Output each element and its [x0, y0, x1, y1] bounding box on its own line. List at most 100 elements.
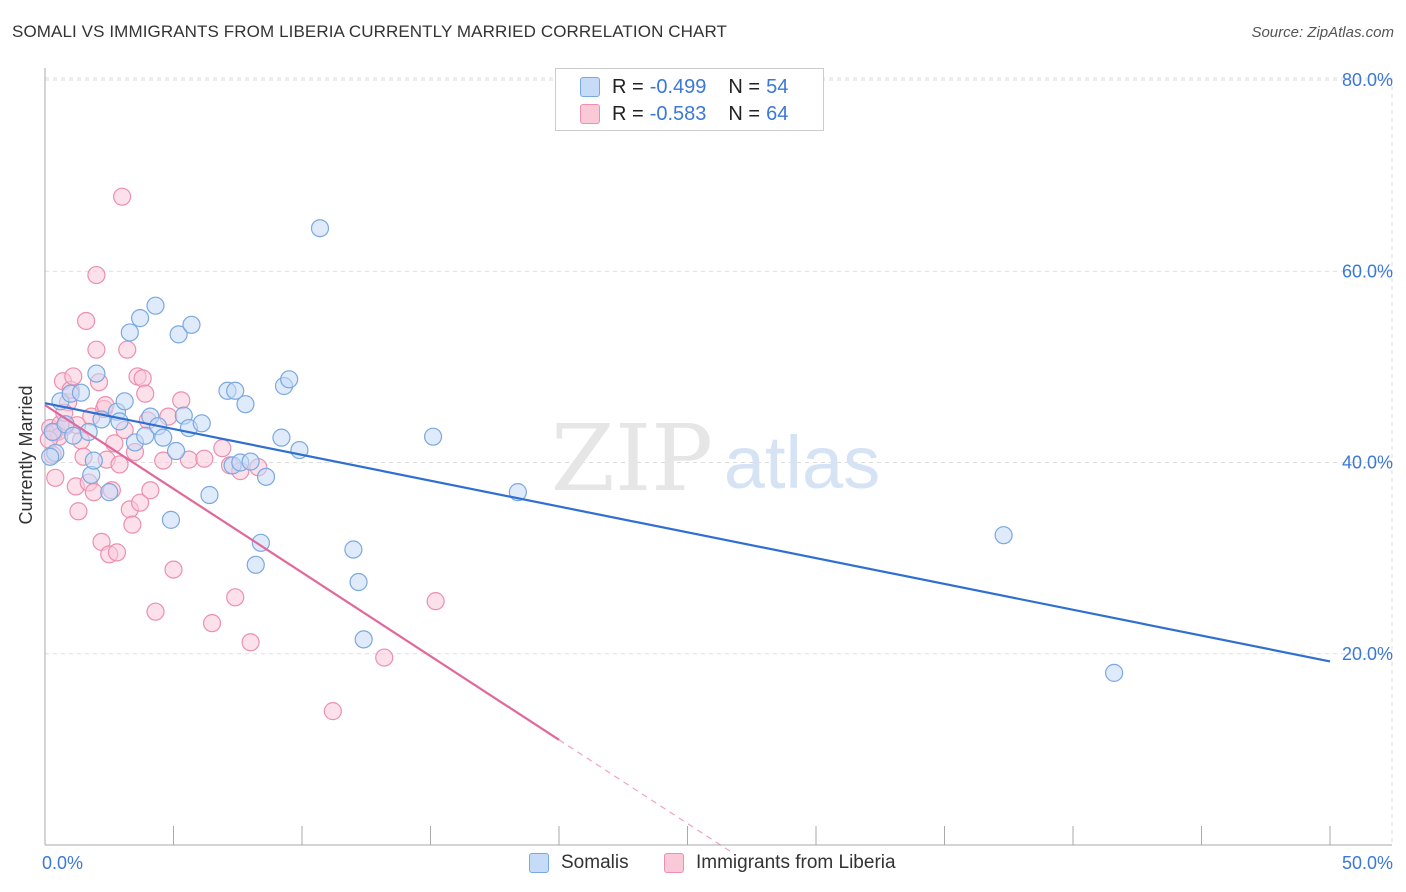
liberia-point [77, 311, 96, 331]
somalis-point [41, 447, 60, 466]
somalis-point [272, 428, 291, 447]
somalis-point [423, 427, 443, 446]
correlation-legend: R = -0.499 N = 54 R = -0.583 N = 64 [555, 68, 824, 131]
y-tick-label: 40.0% [1342, 453, 1393, 473]
somalis-point [354, 630, 373, 649]
legend-item-liberia: Immigrants from Liberia [664, 852, 896, 874]
liberia-point [112, 187, 132, 206]
liberia-point [172, 391, 191, 410]
liberia-point [241, 633, 260, 652]
liberia-point [46, 468, 65, 487]
somalis-point [120, 323, 139, 342]
r-label: R = [612, 102, 644, 125]
n-label: N = [728, 102, 761, 125]
liberia-point [87, 340, 106, 359]
liberia-point [195, 449, 214, 468]
somalis-point [161, 510, 181, 529]
somalis-point [130, 309, 150, 328]
somalis-point [64, 426, 83, 445]
legend-row-liberia: R = -0.583 N = 64 [580, 101, 788, 127]
liberia-point [84, 483, 103, 502]
trend-lines [44, 402, 1331, 855]
r-value: -0.583 [649, 102, 707, 125]
tick-labels: 20.0% 40.0% 60.0% 80.0% 0.0% 50.0% [42, 70, 1393, 873]
liberia-point [130, 493, 150, 512]
somalis-point [349, 572, 368, 592]
somalis-point [251, 533, 270, 552]
liberia-point [323, 702, 342, 721]
y-axis-label: Currently Married [16, 385, 36, 524]
liberia-point [136, 384, 155, 403]
y-tick-label: 20.0% [1342, 644, 1393, 664]
liberia-swatch [664, 853, 684, 873]
liberia-point [133, 369, 152, 388]
somalis-point [994, 526, 1013, 545]
y-tick-label: 80.0% [1342, 70, 1393, 90]
somalis-point [246, 555, 265, 574]
r-value: -0.499 [649, 75, 707, 98]
liberia-trend-extension [558, 739, 735, 855]
somalis-point [241, 452, 260, 471]
somalis-point [200, 485, 219, 505]
watermark-atlas: atlas [724, 421, 880, 504]
somalis-point [280, 370, 299, 389]
liberia-point [146, 602, 165, 621]
liberia-point [226, 588, 245, 607]
liberia-point [64, 367, 83, 386]
n-label: N = [728, 75, 761, 98]
liberia-trend-line [44, 404, 560, 741]
somalis-point [1105, 663, 1124, 682]
somalis-point [110, 412, 129, 431]
liberia-point [141, 481, 160, 500]
source-label: Source: ZipAtlas.com [1251, 24, 1394, 41]
legend-label-liberia: Immigrants from Liberia [696, 852, 896, 873]
somalis-point [182, 315, 201, 334]
n-value: 54 [766, 75, 789, 98]
n-value: 64 [766, 102, 789, 125]
y-tick-label: 60.0% [1342, 261, 1393, 281]
liberia-swatch [580, 104, 600, 124]
somalis-trend-line [44, 402, 1331, 663]
somalis-point [146, 296, 165, 315]
somalis-point [136, 426, 155, 445]
liberia-point [375, 648, 394, 667]
liberia-point [87, 265, 106, 285]
somalis-point [87, 364, 106, 383]
legend-row-somalis: R = -0.499 N = 54 [580, 74, 788, 100]
liberia-point [154, 451, 173, 470]
series-legend: Somalis Immigrants from Liberia [0, 852, 1406, 878]
watermark: ZIP atlas [551, 405, 880, 512]
somalis-point [192, 414, 211, 433]
somalis-point [166, 441, 186, 461]
r-label: R = [612, 75, 644, 98]
somalis-swatch [580, 77, 600, 97]
somalis-point [236, 395, 255, 414]
somalis-point [115, 392, 134, 411]
liberia-point [69, 502, 88, 521]
legend-label-somalis: Somalis [561, 852, 629, 873]
liberia-point [118, 340, 137, 359]
liberia-point [164, 560, 183, 579]
somalis-point [169, 325, 188, 344]
liberia-point [107, 543, 127, 562]
liberia-point [110, 455, 129, 474]
legend-item-somalis: Somalis [529, 852, 629, 874]
liberia-point [123, 515, 142, 534]
somalis-point [84, 451, 103, 470]
watermark-zip: ZIP [551, 405, 713, 512]
somalis-point [154, 428, 173, 447]
x-tick-label-min: 0.0% [42, 853, 83, 873]
liberia-point [213, 439, 232, 458]
somalis-point [71, 383, 91, 402]
liberia-point [426, 592, 445, 611]
chart-title: SOMALI VS IMMIGRANTS FROM LIBERIA CURREN… [12, 22, 728, 41]
somalis-point [100, 483, 119, 502]
somalis-point [344, 540, 363, 559]
somalis-point [256, 467, 276, 486]
liberia-point [202, 614, 222, 633]
somalis-point [226, 381, 245, 400]
somalis-point [310, 219, 330, 238]
x-tick-label-max: 50.0% [1342, 853, 1393, 873]
somalis-swatch [529, 853, 549, 873]
